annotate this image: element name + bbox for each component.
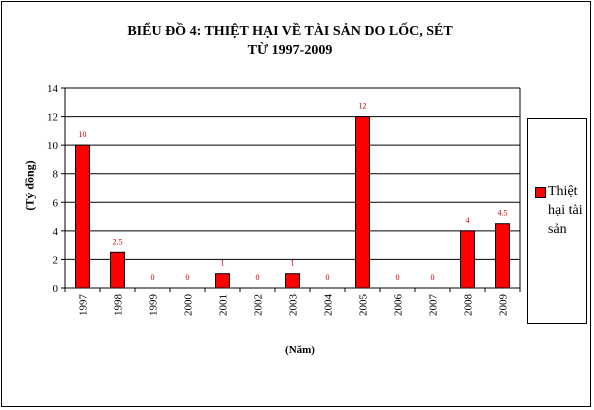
x-axis-label: (Năm) [285,344,315,356]
data-label: 0 [186,273,190,282]
x-tick-label: 1999 [148,294,160,317]
y-tick-label: 10 [47,140,59,152]
axes [61,87,521,292]
y-tick-label: 2 [53,254,59,266]
bar [495,223,510,289]
y-tick-label: 6 [53,197,59,209]
y-tick-label: 12 [47,112,58,124]
data-label: 1 [221,259,225,268]
x-tick-label: 2004 [323,294,335,317]
data-label: 4 [466,216,470,225]
data-label: 4.5 [498,209,508,218]
bar [285,273,300,289]
data-label: 0 [151,273,155,282]
x-tick-label: 2007 [428,294,440,317]
data-label: 10 [79,130,87,139]
bar [460,230,475,289]
data-label: 0 [396,273,400,282]
y-tick-label: 8 [53,169,59,181]
bar [355,116,370,289]
x-tick-label: 2008 [463,294,475,317]
x-tick-label: 1997 [78,294,90,317]
bar [215,273,230,289]
x-tick-label: 2005 [358,294,370,317]
bar [75,144,90,289]
gridlines [65,87,520,260]
y-tick-label: 14 [47,83,59,95]
x-tick-label: 2001 [218,294,230,316]
data-label: 1 [291,259,295,268]
data-label: 0 [256,273,260,282]
x-tick-label: 2003 [288,294,300,317]
legend-label: Thiệt hại tài sản [548,184,583,237]
x-tick-label: 2000 [183,294,195,317]
y-tick-label: 0 [53,283,59,295]
bars [75,116,510,289]
x-tick-label: 2002 [253,294,265,316]
chart-title-line-2: TỪ 1997-2009 [247,43,333,58]
data-label: 12 [359,102,367,111]
chart-title: BIỂU ĐỒ 4: THIỆT HẠI VỀ TÀI SẢN DO LỐC, … [40,22,540,60]
x-tick-label: 2009 [498,294,510,317]
data-label: 0 [326,273,330,282]
x-tick-label: 2006 [393,294,405,317]
legend-swatch [535,187,546,198]
bar [110,251,125,289]
x-tick-label: 1998 [113,294,125,317]
chart-title-line-1: BIỂU ĐỒ 4: THIỆT HẠI VỀ TÀI SẢN DO LỐC, … [127,24,453,39]
data-label: 2.5 [113,237,123,246]
x-tick-labels: 1997 1998 1999 2000 2001 2002 2003 2004 2005 2006… [78,294,510,317]
legend: Thiệt hại tài sản [527,118,587,324]
data-label: 0 [431,273,435,282]
y-axis-label: (Tỷ đồng) [22,160,37,211]
y-tick-labels: 0 2 4 6 8 10 12 14 [47,83,59,295]
y-tick-label: 4 [53,226,59,238]
